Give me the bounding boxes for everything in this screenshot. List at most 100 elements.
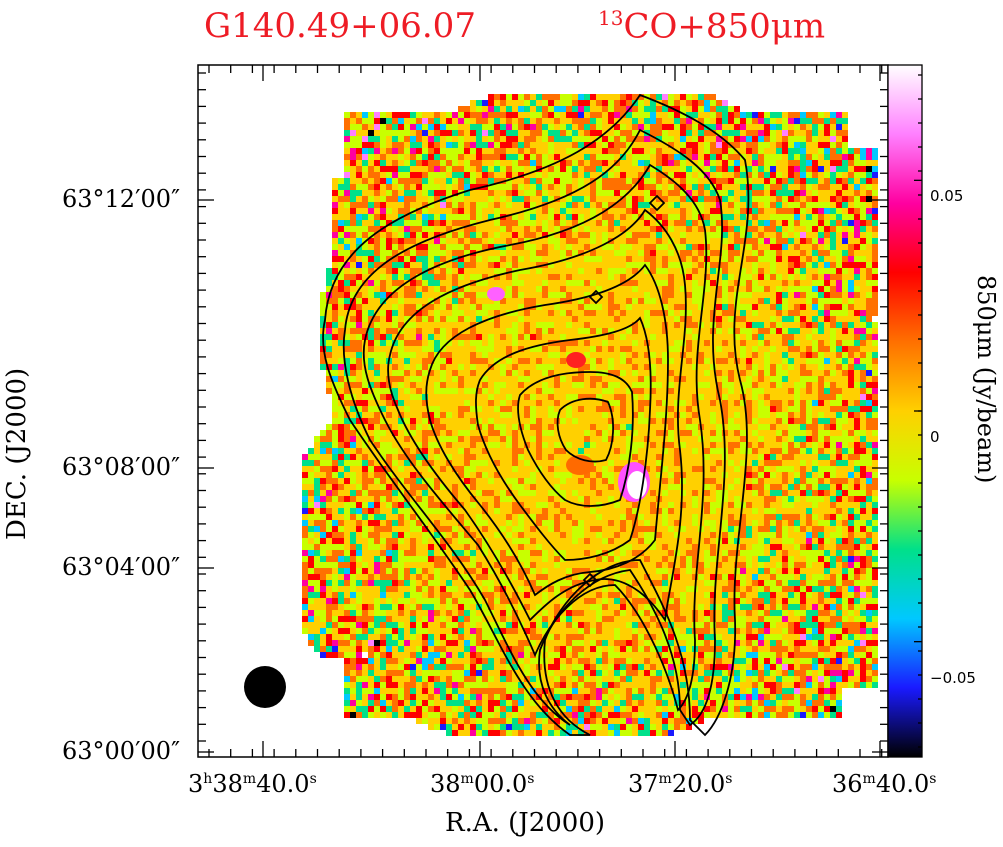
map-pixel: [680, 262, 686, 268]
map-pixel: [626, 244, 632, 250]
map-pixel: [404, 340, 410, 346]
map-pixel: [668, 136, 674, 142]
map-pixel: [422, 256, 428, 262]
map-pixel: [614, 142, 620, 148]
map-pixel: [476, 430, 482, 436]
map-pixel: [380, 130, 386, 136]
map-pixel: [806, 292, 812, 298]
map-pixel: [752, 184, 758, 190]
map-pixel: [398, 148, 404, 154]
map-pixel: [692, 352, 698, 358]
map-pixel: [620, 424, 626, 430]
map-pixel: [488, 232, 494, 238]
map-pixel: [680, 358, 686, 364]
map-pixel: [524, 130, 530, 136]
map-pixel: [482, 232, 488, 238]
map-pixel: [716, 160, 722, 166]
map-pixel: [446, 418, 452, 424]
map-pixel: [524, 214, 530, 220]
map-pixel: [434, 304, 440, 310]
map-pixel: [536, 184, 542, 190]
map-pixel: [434, 202, 440, 208]
map-pixel: [812, 376, 818, 382]
map-pixel: [548, 244, 554, 250]
map-pixel: [650, 376, 656, 382]
map-pixel: [818, 322, 824, 328]
map-pixel: [350, 262, 356, 268]
map-pixel: [866, 226, 872, 232]
map-pixel: [452, 370, 458, 376]
map-pixel: [338, 178, 344, 184]
map-pixel: [560, 262, 566, 268]
map-pixel: [332, 394, 338, 400]
map-pixel: [416, 358, 422, 364]
map-pixel: [506, 142, 512, 148]
map-pixel: [422, 430, 428, 436]
map-pixel: [512, 214, 518, 220]
map-pixel: [452, 238, 458, 244]
map-pixel: [662, 112, 668, 118]
map-pixel: [320, 352, 326, 358]
map-pixel: [788, 208, 794, 214]
map-pixel: [548, 256, 554, 262]
map-pixel: [734, 418, 740, 424]
map-pixel: [836, 184, 842, 190]
map-pixel: [380, 220, 386, 226]
map-pixel: [464, 274, 470, 280]
map-pixel: [686, 184, 692, 190]
map-pixel: [650, 394, 656, 400]
map-pixel: [494, 142, 500, 148]
map-pixel: [554, 220, 560, 226]
map-pixel: [794, 232, 800, 238]
map-pixel: [350, 130, 356, 136]
map-pixel: [338, 262, 344, 268]
map-pixel: [374, 334, 380, 340]
map-pixel: [656, 400, 662, 406]
map-pixel: [362, 268, 368, 274]
map-pixel: [662, 376, 668, 382]
map-pixel: [638, 232, 644, 238]
map-pixel: [434, 310, 440, 316]
map-pixel: [500, 430, 506, 436]
map-pixel: [596, 124, 602, 130]
map-pixel: [764, 286, 770, 292]
map-pixel: [566, 244, 572, 250]
map-pixel: [434, 406, 440, 412]
map-pixel: [686, 214, 692, 220]
map-pixel: [374, 202, 380, 208]
map-pixel: [416, 250, 422, 256]
map-pixel: [734, 232, 740, 238]
map-pixel: [458, 370, 464, 376]
map-pixel: [716, 148, 722, 154]
map-pixel: [332, 208, 338, 214]
map-pixel: [518, 370, 524, 376]
map-pixel: [344, 112, 350, 118]
map-pixel: [368, 418, 374, 424]
map-pixel: [836, 424, 842, 430]
map-pixel: [380, 250, 386, 256]
map-pixel: [320, 298, 326, 304]
map-pixel: [578, 394, 584, 400]
map-pixel: [872, 322, 878, 328]
map-pixel: [512, 418, 518, 424]
map-pixel: [830, 394, 836, 400]
map-pixel: [536, 388, 542, 394]
map-pixel: [836, 376, 842, 382]
map-pixel: [332, 292, 338, 298]
map-pixel: [392, 418, 398, 424]
map-pixel: [578, 124, 584, 130]
map-pixel: [596, 358, 602, 364]
map-pixel: [806, 334, 812, 340]
map-pixel: [590, 340, 596, 346]
map-pixel: [542, 154, 548, 160]
map-pixel: [674, 94, 680, 100]
map-pixel: [338, 190, 344, 196]
map-pixel: [476, 358, 482, 364]
map-pixel: [824, 148, 830, 154]
map-pixel: [794, 124, 800, 130]
map-pixel: [422, 136, 428, 142]
map-pixel: [506, 112, 512, 118]
map-pixel: [626, 412, 632, 418]
map-pixel: [680, 202, 686, 208]
map-pixel: [398, 310, 404, 316]
